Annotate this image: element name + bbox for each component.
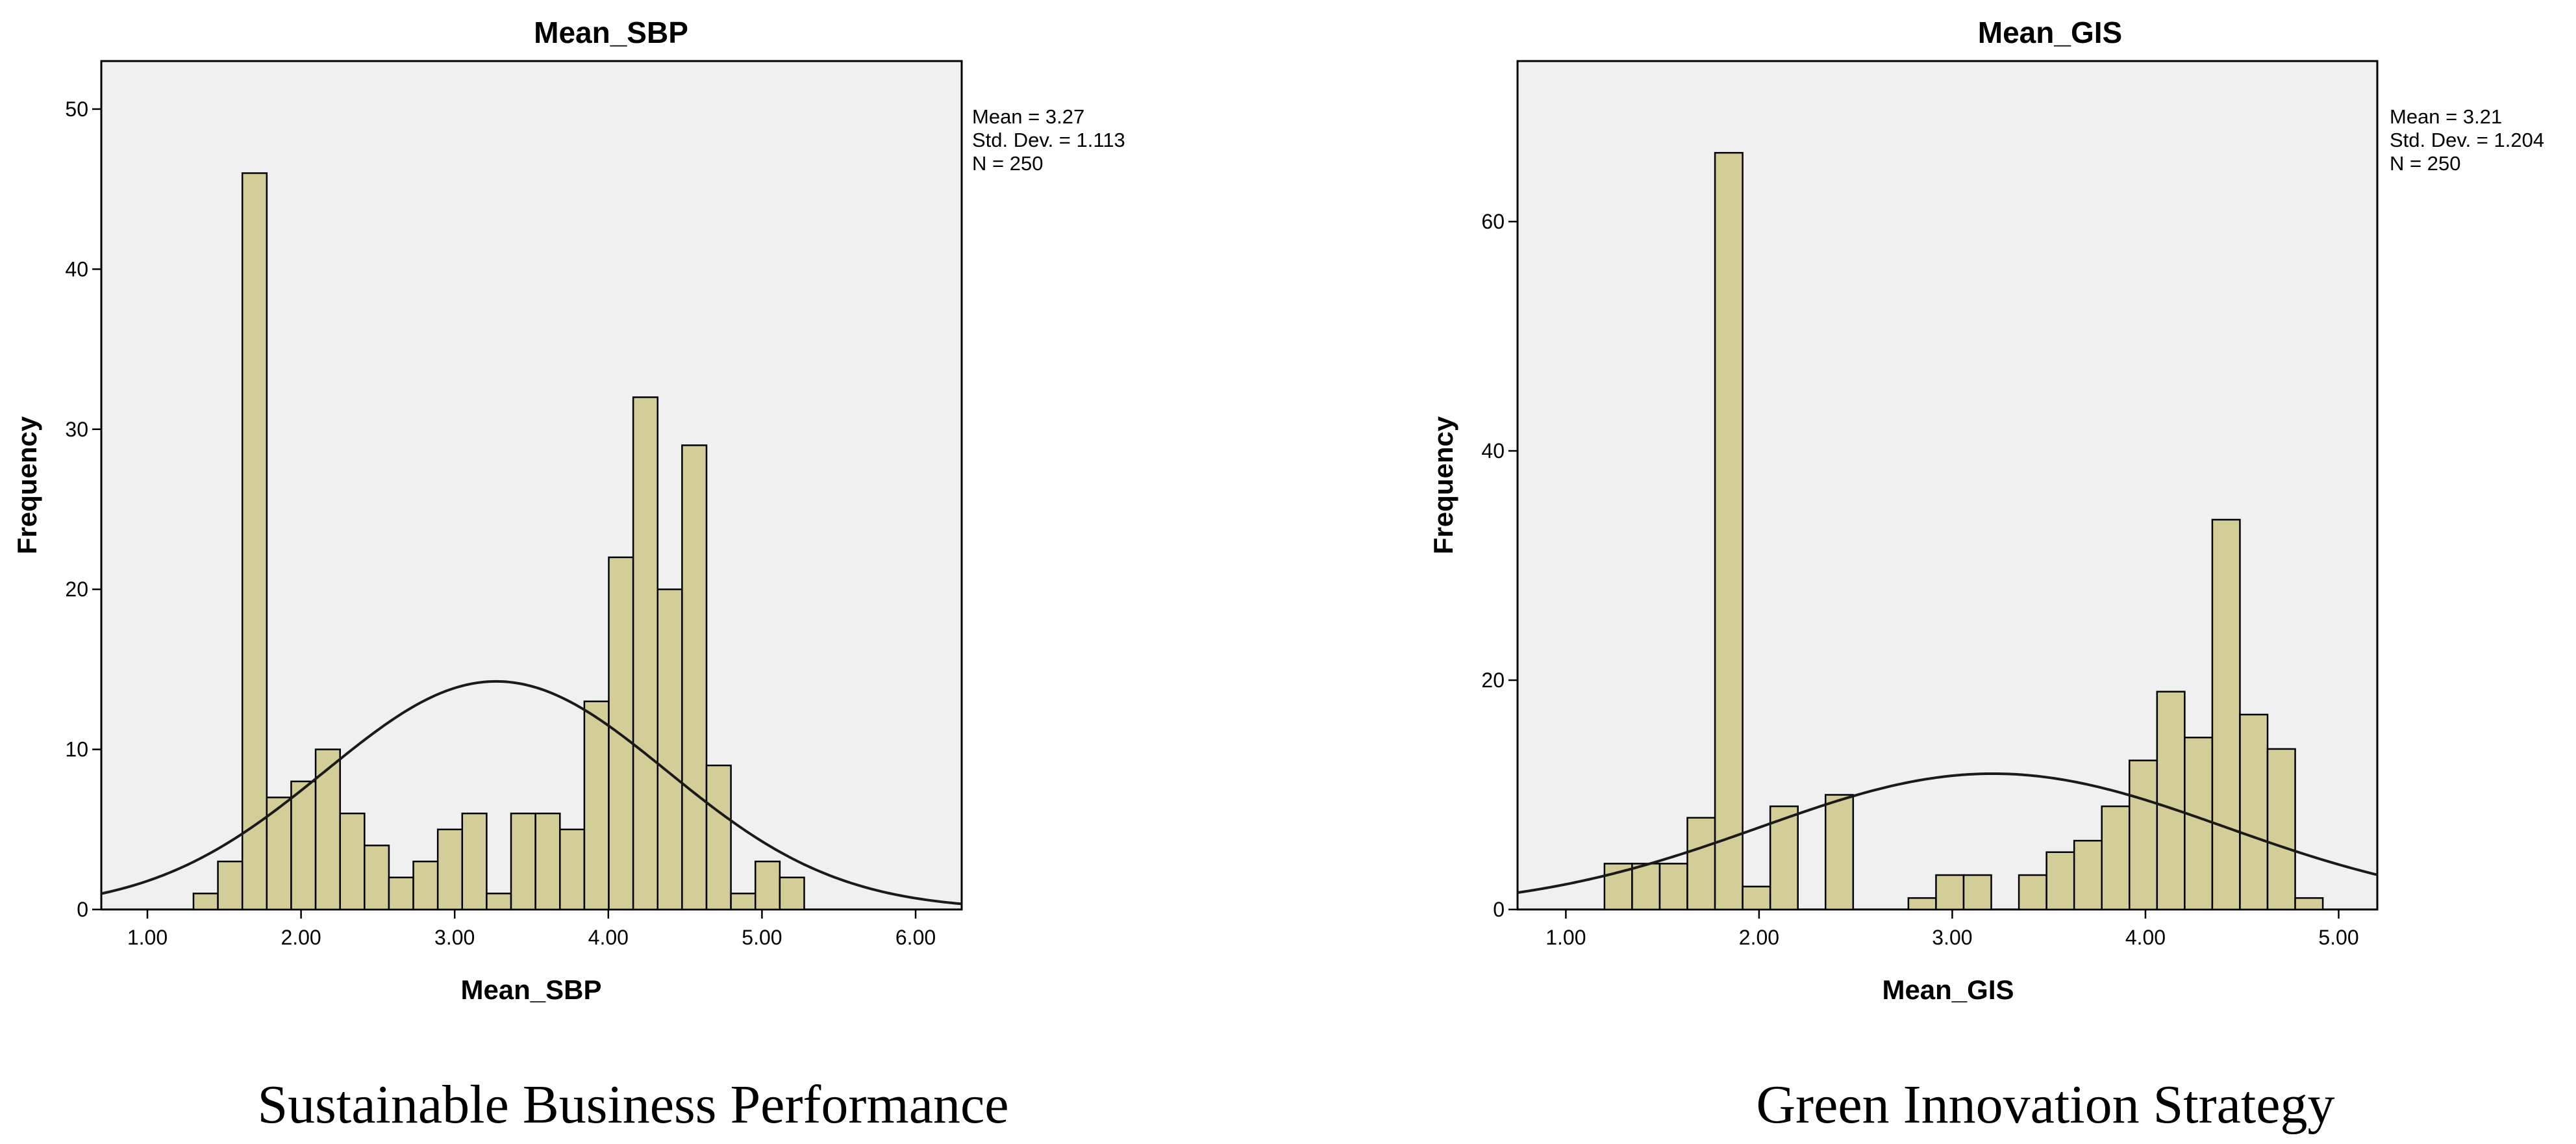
y-tick-label: 60: [1481, 210, 1505, 233]
y-tick-label: 40: [1481, 439, 1505, 463]
histogram-bar: [583, 700, 610, 911]
y-tick-label: 50: [65, 97, 88, 121]
y-tick-label: 0: [1493, 898, 1505, 921]
histogram-bar: [2184, 737, 2214, 911]
histogram-bar: [2156, 691, 2186, 911]
x-tick-label: 4.00: [2125, 926, 2166, 949]
x-tick-label: 3.00: [434, 926, 475, 949]
histogram-bar: [192, 893, 219, 911]
bar-group: [192, 172, 805, 911]
histogram-bar: [1825, 794, 1855, 911]
histogram-bar: [2266, 748, 2296, 911]
histogram-bar: [388, 876, 414, 911]
x-axis-label: Mean_GIS: [1882, 974, 2014, 1005]
x-tick-label: 2.00: [281, 926, 321, 949]
x-tick-label: 5.00: [2318, 926, 2358, 949]
histogram-bar: [1907, 897, 1937, 911]
histogram-bar: [241, 172, 268, 911]
y-tick-label: 40: [65, 257, 88, 281]
histogram-bar: [1658, 863, 1688, 911]
histogram-bar: [1742, 885, 1771, 911]
histogram-bar: [559, 828, 586, 911]
chart-caption: Sustainable Business Performance: [257, 1074, 1008, 1135]
histogram-bar: [657, 588, 683, 911]
histogram-bar: [2073, 839, 2103, 911]
x-axis-ticks: 1.00 2.00 3.00 4.00 5.00: [1545, 909, 2359, 949]
y-tick-label: 10: [65, 738, 88, 761]
y-tick-label: 20: [65, 578, 88, 601]
x-tick-label: 2.00: [1739, 926, 1779, 949]
histogram-bar: [2211, 518, 2241, 911]
x-tick-label: 1.00: [1545, 926, 1586, 949]
y-axis-label: Frequency: [12, 416, 42, 554]
normal-curve: [1517, 772, 2378, 895]
normal-curve: [101, 680, 962, 906]
chart-title: Mean_SBP: [534, 16, 688, 49]
histogram-bar: [2045, 851, 2075, 911]
histogram-bar: [2239, 713, 2269, 911]
stat-std-dev: Std. Dev. = 1.113: [972, 129, 1125, 151]
bar-group: [1603, 151, 2324, 911]
histogram-bar: [364, 845, 390, 911]
histogram-bar: [1935, 874, 1965, 911]
histogram-bar: [436, 828, 464, 911]
histogram-bar: [779, 876, 805, 911]
histogram-bar: [754, 860, 781, 911]
histogram-bar: [314, 748, 341, 911]
stat-n: N = 250: [2390, 152, 2460, 175]
histogram-bar: [681, 444, 708, 911]
histogram-bar: [534, 812, 561, 911]
stat-mean: Mean = 3.27: [972, 105, 1084, 128]
plot-area: [100, 60, 963, 911]
y-axis-ticks: 0 20 40 60: [1481, 210, 1518, 921]
histogram-mean-gis: Mean_GIS 0 20 40 60 1.00 2.00 3.00 4.00 5.00 Fr…: [1428, 16, 2544, 1135]
histogram-bar: [705, 764, 732, 911]
stat-mean: Mean = 3.21: [2390, 105, 2502, 128]
histogram-bar: [510, 812, 536, 911]
histogram-bar: [1631, 863, 1661, 911]
histogram-mean-sbp: Mean_SBP 0 10 20 30 40 50 1.00 2.00 3.00 4.00 5.0…: [12, 16, 1125, 1135]
histogram-bar: [1686, 817, 1716, 911]
histogram-bar: [730, 893, 757, 911]
y-tick-label: 30: [65, 418, 88, 441]
histogram-bar: [632, 396, 659, 911]
stat-std-dev: Std. Dev. = 1.204: [2390, 129, 2544, 151]
x-tick-label: 3.00: [1932, 926, 1972, 949]
histogram-bar: [1714, 151, 1744, 911]
histogram-bar: [2018, 874, 2047, 911]
y-tick-label: 0: [77, 898, 88, 921]
histogram-bar: [461, 812, 488, 911]
histogram-bar: [2294, 897, 2324, 911]
histogram-bar: [2129, 759, 2158, 911]
histogram-bar: [1962, 874, 1992, 911]
stat-n: N = 250: [972, 152, 1043, 175]
x-tick-label: 1.00: [127, 926, 168, 949]
x-axis-ticks: 1.00 2.00 3.00 4.00 5.00 6.00: [127, 909, 936, 949]
x-tick-label: 6.00: [895, 926, 936, 949]
x-axis-label: Mean_SBP: [460, 974, 601, 1005]
chart-caption: Green Innovation Strategy: [1756, 1074, 2334, 1135]
histogram-bar: [217, 860, 244, 911]
x-tick-label: 5.00: [742, 926, 782, 949]
histogram-bar: [486, 893, 512, 911]
y-tick-label: 20: [1481, 668, 1505, 692]
y-axis-ticks: 0 10 20 30 40 50: [65, 97, 101, 921]
histogram-bar: [1769, 805, 1799, 911]
histogram-bar: [2101, 805, 2131, 911]
chart-title: Mean_GIS: [1978, 16, 2122, 49]
x-tick-label: 4.00: [588, 926, 629, 949]
histogram-bar: [412, 860, 439, 911]
histogram-bar: [339, 812, 366, 911]
y-axis-label: Frequency: [1428, 416, 1458, 554]
histogram-bar: [290, 780, 317, 911]
